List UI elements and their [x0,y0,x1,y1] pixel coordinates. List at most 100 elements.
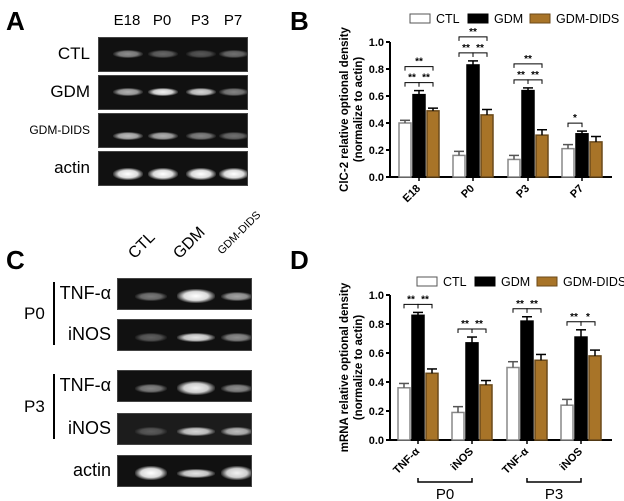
gel-a-row [98,113,248,148]
bar-gdm-dids [534,359,548,441]
gel-a-row [98,75,248,110]
gel-band [219,168,247,180]
legend-swatch [467,13,489,24]
gel-band [135,466,167,480]
y-tick-label: 0.2 [369,145,384,157]
significance-marker: ** [516,299,524,310]
gel-band [148,132,178,140]
y-tick-label: 0.2 [369,406,384,418]
gel-a-lane-label: P3 [190,12,210,29]
gel-c-group-label: P3 [24,396,45,416]
bar-gdm [574,336,588,441]
gel-a-lane-label: E18 [113,12,141,29]
legend-label: GDM-DIDS [556,12,619,26]
y-tick-label: 0.8 [369,319,384,331]
gel-band [148,88,178,96]
gel-a-row-label: CTL [57,44,90,64]
bar-gdm [412,93,426,178]
gel-band [177,332,215,342]
gel-c-group-label: P0 [24,303,45,323]
gel-band [186,168,216,180]
gel-c-row [117,319,252,351]
gel-c-row-label: iNOS [67,418,111,438]
legend-swatch [529,13,551,24]
y-tick-label: 0.8 [369,64,384,76]
legend-label: CTL [443,275,467,289]
bar-gdm-dids [535,134,549,178]
significance-marker: ** [475,319,483,330]
gel-a-row-label: actin [54,158,90,178]
gel-band [186,132,216,140]
bar-gdm-dids [425,372,439,441]
significance-marker: ** [469,27,477,38]
gel-band [135,426,167,436]
gel-band [135,291,167,301]
significance-marker: * [586,312,590,323]
gel-band [221,466,251,480]
legend-swatch [536,276,558,287]
gel-a-lane-label: P7 [223,12,243,29]
y-tick-label: 0.6 [369,91,384,103]
significance-marker: ** [461,319,469,330]
significance-marker: ** [570,312,578,323]
legend-swatch [474,276,496,287]
significance-bracket [513,63,543,68]
gel-c-row [117,278,252,310]
gel-band [219,50,247,58]
gel-band [177,289,215,303]
category-group-bracket [526,478,582,483]
significance-bracket [418,82,434,87]
legend-label: GDM [494,12,523,26]
gel-a-lane-label: P0 [152,12,172,29]
bar-ctl [560,404,574,441]
gel-band [177,426,215,436]
bar-ctl [452,154,466,178]
gel-band [221,332,251,342]
bar-ctl [506,366,520,441]
category-group-label: P3 [545,486,563,501]
legend-swatch [409,13,431,24]
panel-letter-c: C [6,245,25,275]
y-tick-label: 0.0 [369,172,384,184]
significance-marker: ** [530,299,538,310]
significance-bracket [471,328,487,334]
significance-bracket [417,303,433,309]
bar-gdm [521,89,535,178]
y-axis-label: (normalize to actin) [353,315,365,421]
significance-marker: ** [462,43,470,54]
gel-band [221,291,251,301]
gel-band [177,381,215,395]
significance-bracket [580,321,596,326]
significance-bracket [472,52,488,57]
legend-label: GDM-DIDS [563,275,624,289]
significance-marker: ** [531,70,539,81]
bar-ctl [451,411,465,441]
panel-letter-b: B [290,6,309,36]
significance-marker: ** [421,294,429,305]
significance-marker: ** [476,43,484,54]
y-tick-label: 0.6 [369,348,384,360]
bar-gdm [575,133,589,178]
gel-band [221,383,251,393]
gel-c-row [117,413,252,445]
significance-bracket [527,79,543,84]
panel-letter-a: A [6,6,25,36]
gel-band [219,132,247,140]
y-axis-label: (normalize to actin) [353,57,365,163]
gel-a-row [98,151,248,186]
gel-band [113,88,143,96]
significance-marker: ** [524,54,532,65]
category-group-label: P0 [436,486,454,501]
significance-bracket [526,308,542,313]
x-tick-label: iNOS [449,446,477,474]
bar-gdm-dids [588,355,602,441]
bar-gdm-dids [589,141,603,178]
bar-gdm [411,314,425,441]
significance-marker: ** [422,73,430,84]
significance-bracket [567,122,583,128]
bar-gdm-dids [426,110,440,178]
gel-c-row-label: TNF-α [59,375,111,395]
significance-marker: ** [517,70,525,81]
significance-marker: ** [407,294,415,305]
